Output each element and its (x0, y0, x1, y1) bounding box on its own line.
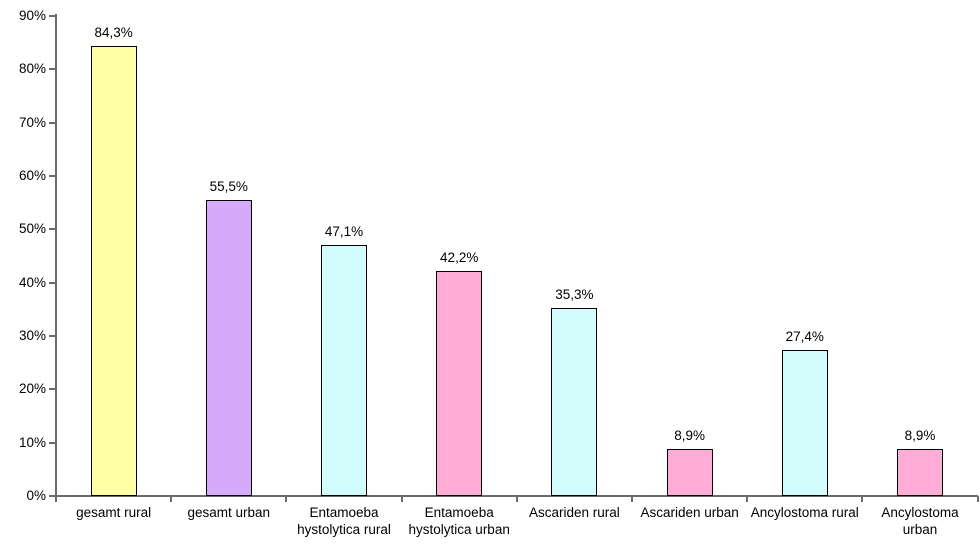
x-tick (976, 496, 979, 502)
x-tick (170, 496, 173, 502)
y-tick (49, 281, 55, 284)
bar-value-label: 84,3% (94, 25, 133, 41)
bar-value-label: 8,9% (904, 427, 936, 443)
bar-value-label: 42,2% (440, 249, 479, 265)
category-label: Ascariden rural (528, 505, 620, 520)
bar-value-label: 8,9% (674, 427, 705, 443)
y-tick-label: 80% (18, 61, 46, 77)
bar (205, 200, 252, 496)
y-tick-label: 20% (18, 381, 46, 397)
y-tick-label: 30% (18, 328, 46, 343)
x-tick (631, 496, 633, 502)
bar (321, 244, 367, 496)
x-tick (400, 496, 403, 502)
category-label: Ancylostoma rural (750, 505, 859, 520)
y-tick (49, 495, 55, 497)
bar-value-label: 27,4% (785, 328, 824, 344)
y-tick (49, 388, 55, 391)
category-label: Ancylostoma urban (881, 505, 959, 537)
bar-value-label: 47,1% (324, 223, 364, 239)
x-tick (515, 496, 518, 502)
x-tick (861, 496, 864, 502)
y-tick (49, 68, 55, 71)
y-tick (49, 121, 55, 124)
y-tick (49, 15, 55, 17)
bar (551, 307, 598, 496)
y-tick-label: 0% (26, 488, 46, 503)
y-tick (49, 335, 55, 337)
y-tick-label: 40% (18, 274, 46, 290)
y-axis (55, 14, 57, 497)
bar (897, 448, 943, 496)
bar (781, 349, 828, 496)
category-label: Ascariden urban (640, 505, 739, 520)
bar (90, 46, 137, 496)
y-tick (49, 175, 55, 177)
category-label: Entamoeba hystolytica urban (408, 505, 510, 537)
y-tick-label: 70% (18, 114, 46, 130)
x-tick (746, 496, 749, 502)
y-tick-label: 60% (18, 168, 46, 183)
y-tick-label: 90% (18, 8, 46, 23)
bar-value-label: 35,3% (555, 286, 594, 302)
category-label: Entamoeba hystolytica rural (297, 505, 391, 537)
y-tick-label: 10% (18, 434, 46, 450)
y-tick (49, 228, 55, 231)
bar-value-label: 55,5% (209, 179, 248, 194)
category-label: gesamt urban (187, 505, 271, 520)
y-tick-label: 50% (18, 221, 46, 237)
bar (666, 448, 713, 496)
y-tick (49, 441, 55, 444)
category-label: gesamt rural (76, 505, 152, 520)
bar (436, 270, 483, 496)
x-tick (55, 496, 57, 502)
x-tick (285, 496, 288, 502)
